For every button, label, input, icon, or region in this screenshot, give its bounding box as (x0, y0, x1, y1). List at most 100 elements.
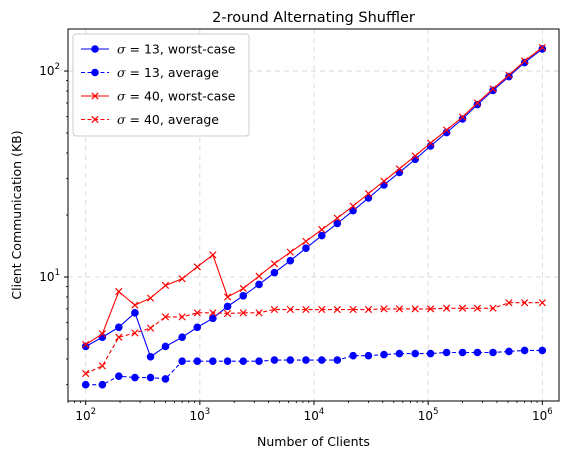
data-point (255, 357, 263, 366)
data-point (98, 330, 106, 338)
marker-stroke (473, 304, 482, 312)
data-point (178, 313, 186, 321)
data-point (395, 349, 404, 358)
marker-stroke (91, 92, 99, 100)
data-point (193, 263, 201, 271)
marker-stroke (538, 43, 546, 52)
data-point (239, 292, 248, 300)
data-point (520, 58, 529, 67)
marker-stroke (209, 309, 217, 317)
data-point (426, 139, 435, 147)
data-point (411, 155, 420, 164)
marker-stroke (178, 275, 186, 283)
data-point (98, 362, 106, 370)
marker-stroke (473, 99, 482, 107)
marker-stroke (98, 362, 106, 370)
data-point (209, 309, 217, 317)
data-point (193, 309, 201, 317)
data-point (489, 304, 497, 312)
x-tick-label: 105 (418, 407, 439, 423)
data-point (395, 168, 404, 177)
marker-stroke (364, 189, 373, 198)
data-point (255, 272, 263, 280)
data-point (239, 284, 247, 293)
y-tick-label: 102 (39, 62, 60, 78)
data-point (209, 251, 217, 259)
marker-stroke (395, 165, 404, 173)
data-point (380, 350, 388, 359)
data-point (318, 225, 326, 234)
series-layer (81, 43, 547, 389)
marker-stroke (193, 263, 201, 271)
data-point (317, 356, 326, 364)
data-point (442, 126, 451, 134)
marker-stroke (82, 340, 90, 349)
data-point (473, 99, 482, 107)
legend-marker (91, 92, 99, 100)
data-point (114, 372, 123, 380)
data-point (98, 380, 107, 389)
legend-label: σ = 40, average (117, 112, 219, 127)
marker-stroke (458, 304, 467, 312)
data-point (193, 323, 202, 332)
data-point (333, 219, 342, 228)
data-point (161, 342, 170, 351)
marker-stroke (161, 313, 170, 321)
marker-stroke (146, 294, 155, 302)
marker-stroke (349, 202, 357, 210)
chart-title: 2-round Alternating Shuffler (212, 10, 415, 26)
marker-stroke (286, 248, 294, 256)
marker-stroke (82, 369, 90, 378)
data-point (521, 299, 529, 307)
data-point (458, 348, 467, 357)
grid (68, 29, 559, 401)
data-point (458, 113, 467, 121)
data-point (131, 301, 139, 309)
data-point (255, 280, 263, 289)
legend: σ = 13, worst-case σ = 13, average σ = 40,… (72, 33, 250, 137)
data-point (458, 115, 467, 123)
data-point (286, 305, 294, 314)
data-point (286, 248, 294, 256)
legend-item: σ = 13, worst-case (81, 42, 236, 57)
legend-box (72, 33, 250, 137)
axes: 102 103 104 105 106 101 102 (39, 62, 552, 423)
data-point (380, 177, 388, 185)
marker-stroke (223, 293, 232, 301)
data-point (364, 305, 373, 314)
marker-stroke (411, 152, 419, 160)
data-point (239, 357, 248, 366)
data-point (489, 85, 497, 93)
data-point (520, 346, 529, 355)
marker-stroke (380, 177, 388, 185)
data-point (178, 333, 186, 342)
data-point (364, 189, 373, 198)
data-point (223, 302, 232, 311)
data-point (146, 373, 155, 382)
marker-stroke (255, 272, 263, 280)
marker-stroke (131, 329, 139, 337)
data-point (209, 314, 217, 323)
marker-stroke (395, 305, 404, 313)
data-point (505, 71, 513, 79)
marker-stroke (442, 304, 451, 312)
data-point (442, 348, 451, 357)
data-point (411, 349, 420, 358)
data-point (426, 305, 435, 313)
data-point (473, 348, 482, 357)
data-point (458, 304, 467, 312)
data-point (442, 304, 451, 312)
data-point (395, 165, 404, 173)
data-point (333, 356, 342, 364)
data-point (538, 299, 546, 307)
data-point (270, 260, 279, 268)
marker-stroke (115, 287, 123, 296)
data-point (286, 256, 295, 265)
data-point (161, 375, 170, 383)
marker-stroke (302, 237, 310, 245)
marker-stroke (349, 305, 357, 314)
data-point (411, 152, 419, 160)
legend-marker (91, 45, 99, 53)
data-point (270, 268, 279, 277)
data-point (302, 244, 310, 252)
